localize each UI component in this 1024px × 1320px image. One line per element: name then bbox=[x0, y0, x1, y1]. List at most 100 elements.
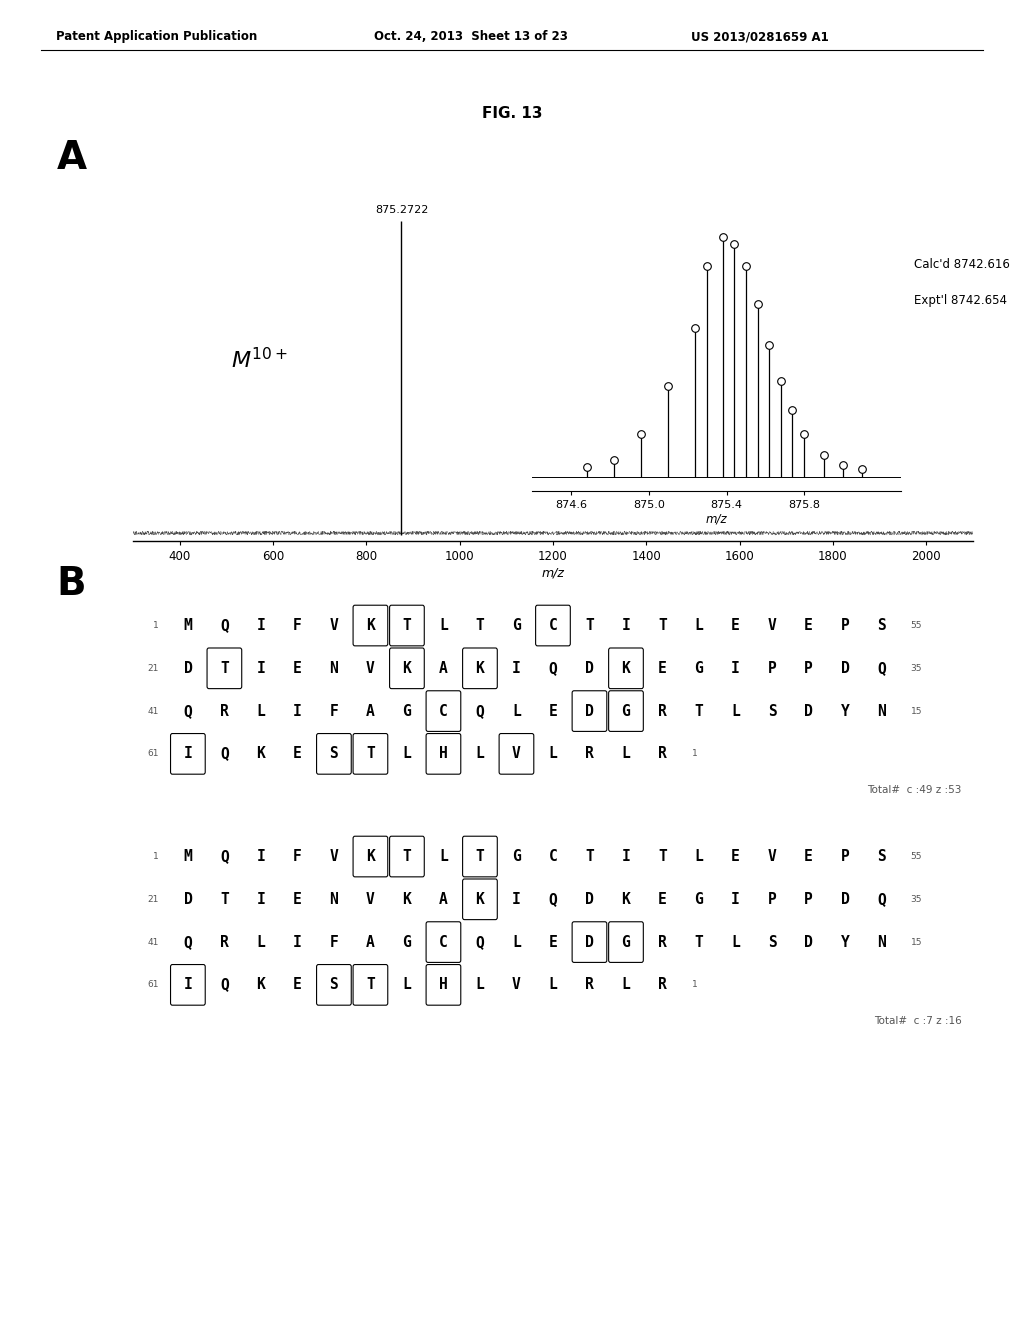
Text: G: G bbox=[512, 618, 521, 634]
Text: L: L bbox=[512, 935, 521, 949]
FancyBboxPatch shape bbox=[316, 965, 351, 1006]
Text: K: K bbox=[622, 661, 631, 676]
Text: I: I bbox=[622, 849, 631, 865]
Text: Y: Y bbox=[841, 935, 849, 949]
Text: D: D bbox=[183, 892, 193, 907]
Text: Expt'l 8742.654: Expt'l 8742.654 bbox=[914, 294, 1008, 308]
FancyBboxPatch shape bbox=[171, 734, 205, 775]
Text: T: T bbox=[585, 849, 594, 865]
Text: T: T bbox=[402, 849, 412, 865]
Text: 41: 41 bbox=[147, 706, 159, 715]
Text: L: L bbox=[694, 849, 703, 865]
Text: T: T bbox=[694, 704, 703, 718]
FancyBboxPatch shape bbox=[426, 690, 461, 731]
Text: L: L bbox=[731, 704, 740, 718]
Text: L: L bbox=[622, 977, 631, 993]
Text: T: T bbox=[658, 618, 667, 634]
FancyBboxPatch shape bbox=[389, 648, 424, 689]
Text: L: L bbox=[475, 977, 484, 993]
Text: Q: Q bbox=[878, 892, 886, 907]
Text: Y: Y bbox=[841, 704, 849, 718]
Text: 61: 61 bbox=[147, 981, 159, 990]
Text: 35: 35 bbox=[910, 895, 923, 904]
Text: Total#  c :49 z :53: Total# c :49 z :53 bbox=[867, 785, 962, 795]
Text: D: D bbox=[841, 892, 849, 907]
Text: E: E bbox=[731, 618, 740, 634]
Text: D: D bbox=[585, 892, 594, 907]
Text: K: K bbox=[475, 892, 484, 907]
FancyBboxPatch shape bbox=[426, 734, 461, 775]
FancyBboxPatch shape bbox=[426, 921, 461, 962]
FancyBboxPatch shape bbox=[389, 836, 424, 876]
Text: T: T bbox=[475, 618, 484, 634]
Text: P: P bbox=[841, 618, 849, 634]
Text: S: S bbox=[330, 746, 338, 762]
Text: Q: Q bbox=[878, 661, 886, 676]
Text: 15: 15 bbox=[910, 937, 923, 946]
Text: D: D bbox=[585, 704, 594, 718]
FancyBboxPatch shape bbox=[536, 605, 570, 645]
Text: C: C bbox=[549, 618, 557, 634]
Text: I: I bbox=[293, 935, 302, 949]
Text: Total#  c :7 z :16: Total# c :7 z :16 bbox=[874, 1016, 962, 1026]
Text: Calc'd 8742.616: Calc'd 8742.616 bbox=[914, 257, 1011, 271]
Text: Patent Application Publication: Patent Application Publication bbox=[56, 30, 258, 44]
Text: Q: Q bbox=[475, 935, 484, 949]
Text: L: L bbox=[549, 746, 557, 762]
Text: K: K bbox=[366, 849, 375, 865]
Text: K: K bbox=[257, 746, 265, 762]
Text: FIG. 13: FIG. 13 bbox=[481, 106, 543, 120]
Text: I: I bbox=[731, 892, 740, 907]
X-axis label: m/z: m/z bbox=[706, 513, 728, 525]
Text: I: I bbox=[512, 661, 521, 676]
Text: D: D bbox=[804, 935, 813, 949]
Text: R: R bbox=[658, 977, 667, 993]
Text: I: I bbox=[257, 849, 265, 865]
Text: R: R bbox=[658, 935, 667, 949]
FancyBboxPatch shape bbox=[316, 734, 351, 775]
Text: E: E bbox=[658, 661, 667, 676]
Text: V: V bbox=[512, 977, 521, 993]
Text: R: R bbox=[585, 977, 594, 993]
Text: 35: 35 bbox=[910, 664, 923, 673]
Text: K: K bbox=[622, 892, 631, 907]
Text: G: G bbox=[402, 935, 412, 949]
Text: I: I bbox=[731, 661, 740, 676]
Text: T: T bbox=[220, 892, 228, 907]
Text: G: G bbox=[402, 704, 412, 718]
Text: D: D bbox=[841, 661, 849, 676]
Text: R: R bbox=[220, 704, 228, 718]
Text: N: N bbox=[330, 661, 338, 676]
Text: S: S bbox=[768, 704, 776, 718]
Text: S: S bbox=[330, 977, 338, 993]
Text: Q: Q bbox=[220, 977, 228, 993]
Text: E: E bbox=[804, 618, 813, 634]
Text: I: I bbox=[293, 704, 302, 718]
Text: A: A bbox=[366, 704, 375, 718]
Text: G: G bbox=[512, 849, 521, 865]
Text: Q: Q bbox=[220, 849, 228, 865]
Text: T: T bbox=[402, 618, 412, 634]
Text: F: F bbox=[293, 849, 302, 865]
Text: 55: 55 bbox=[910, 851, 923, 861]
Text: M: M bbox=[183, 849, 193, 865]
Text: L: L bbox=[622, 746, 631, 762]
Text: G: G bbox=[694, 661, 703, 676]
FancyBboxPatch shape bbox=[353, 836, 388, 876]
Text: T: T bbox=[220, 661, 228, 676]
Text: 15: 15 bbox=[910, 706, 923, 715]
Text: G: G bbox=[694, 892, 703, 907]
Text: Q: Q bbox=[549, 892, 557, 907]
Text: V: V bbox=[366, 661, 375, 676]
FancyBboxPatch shape bbox=[463, 836, 498, 876]
Text: E: E bbox=[293, 977, 302, 993]
Text: L: L bbox=[694, 618, 703, 634]
Text: L: L bbox=[402, 746, 412, 762]
Text: E: E bbox=[731, 849, 740, 865]
Text: Q: Q bbox=[183, 935, 193, 949]
Text: 1: 1 bbox=[153, 620, 159, 630]
FancyBboxPatch shape bbox=[608, 648, 643, 689]
Text: T: T bbox=[694, 935, 703, 949]
Text: V: V bbox=[330, 849, 338, 865]
FancyBboxPatch shape bbox=[572, 921, 607, 962]
